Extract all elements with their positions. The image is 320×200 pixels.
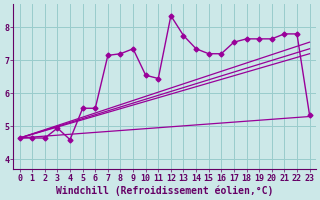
X-axis label: Windchill (Refroidissement éolien,°C): Windchill (Refroidissement éolien,°C) xyxy=(56,185,273,196)
